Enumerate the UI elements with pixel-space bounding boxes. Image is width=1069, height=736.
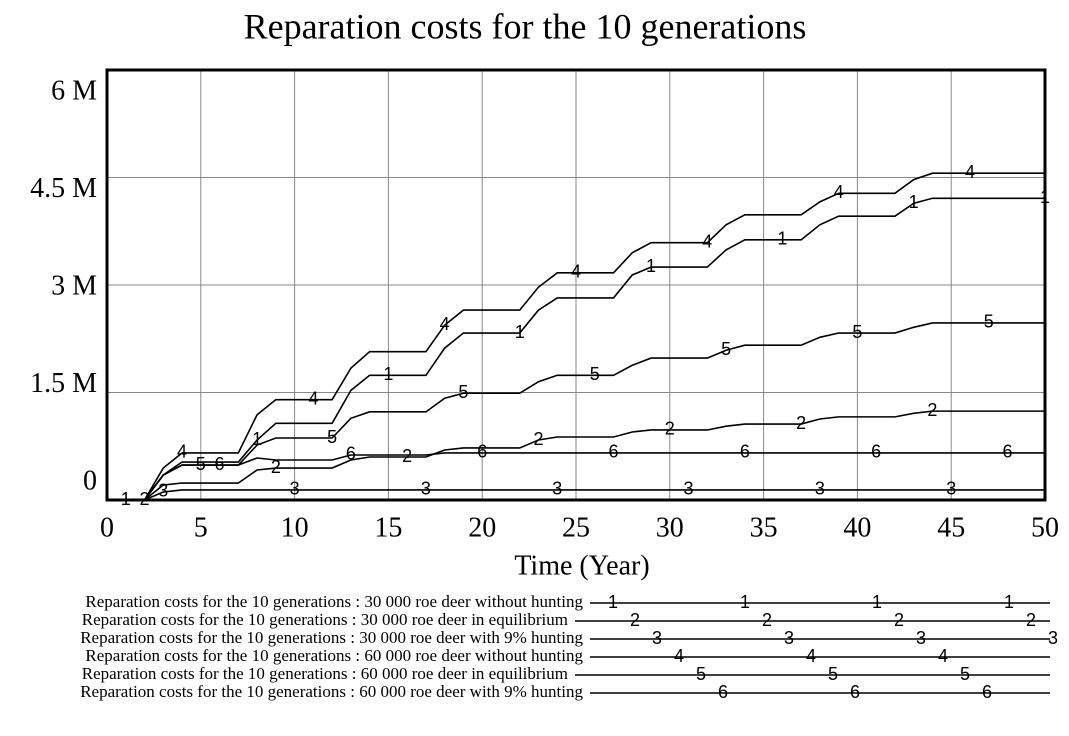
series-marker: 6 <box>477 442 487 462</box>
series-marker: 5 <box>590 364 600 384</box>
series-marker: 2 <box>927 400 937 420</box>
legend-marker: 6 <box>982 682 992 702</box>
series-marker: 3 <box>946 479 956 499</box>
series-marker: 5 <box>196 454 206 474</box>
x-tick-label: 45 <box>937 512 965 543</box>
legend-marker: 5 <box>696 664 706 684</box>
legend-label: Reparation costs for the 10 generations … <box>82 610 568 629</box>
legend-marker: 1 <box>608 592 618 612</box>
series-marker: 4 <box>440 314 450 334</box>
legend-marker: 5 <box>828 664 838 684</box>
legend-marker: 2 <box>630 610 640 630</box>
legend-marker: 4 <box>674 646 684 666</box>
legend-marker: 3 <box>652 628 662 648</box>
series-marker: 6 <box>1002 442 1012 462</box>
legend-marker: 2 <box>1026 610 1036 630</box>
series-marker: 3 <box>421 479 431 499</box>
x-tick-label: 30 <box>656 512 684 543</box>
legend-label: Reparation costs for the 10 generations … <box>85 592 583 611</box>
series-marker: 4 <box>571 262 581 282</box>
series-marker: 3 <box>290 479 300 499</box>
series-marker: 2 <box>271 457 281 477</box>
legend-marker: 1 <box>1004 592 1014 612</box>
legend-marker: 6 <box>850 682 860 702</box>
x-tick-label: 35 <box>750 512 778 543</box>
legend-marker: 4 <box>806 646 816 666</box>
y-tick-label: 1.5 M <box>30 368 97 399</box>
series-marker: 6 <box>871 442 881 462</box>
series-marker: 5 <box>458 382 468 402</box>
series-marker: 1 <box>909 192 919 212</box>
chart-title: Reparation costs for the 10 generations <box>244 6 807 46</box>
series-line <box>107 197 1045 501</box>
y-tick-label: 4.5 M <box>30 173 97 204</box>
series-marker: 5 <box>327 427 337 447</box>
series-marker: 3 <box>815 479 825 499</box>
series-marker: 6 <box>346 444 356 464</box>
legend-marker: 2 <box>894 610 904 630</box>
plot-border <box>105 68 1047 502</box>
x-tick-label: 5 <box>194 512 208 543</box>
series-marker: 4 <box>965 162 975 182</box>
legend-marker: 3 <box>916 628 926 648</box>
legend-marker: 2 <box>762 610 772 630</box>
series-marker: 6 <box>215 454 225 474</box>
x-axis-label: Time (Year) <box>514 550 649 581</box>
series-marker: 2 <box>533 429 543 449</box>
series-line <box>107 489 1045 501</box>
series-marker: 5 <box>721 339 731 359</box>
series-marker: 5 <box>984 312 994 332</box>
legend-marker: 4 <box>938 646 948 666</box>
series-marker: 4 <box>834 182 844 202</box>
series-marker: 2 <box>665 419 675 439</box>
x-tick-label: 15 <box>374 512 402 543</box>
legend-marker: 5 <box>960 664 970 684</box>
x-tick-label: 10 <box>281 512 309 543</box>
legend-label: Reparation costs for the 10 generations … <box>80 628 583 647</box>
series-marker: 4 <box>308 388 318 408</box>
legend-label: Reparation costs for the 10 generations … <box>82 664 568 683</box>
x-tick-label: 50 <box>1031 512 1059 543</box>
series-marker: 1 <box>383 364 393 384</box>
series-marker: 1 <box>515 322 525 342</box>
legend-marker: 6 <box>718 682 728 702</box>
series-marker: 3 <box>158 481 168 501</box>
series-marker: 4 <box>702 231 712 251</box>
y-tick-label: 3 M <box>51 270 97 301</box>
series-marker: 3 <box>684 479 694 499</box>
x-tick-label: 25 <box>562 512 590 543</box>
x-tick-label: 0 <box>100 512 114 543</box>
series-marker: 1 <box>121 489 131 509</box>
y-tick-label: 6 M <box>51 75 97 106</box>
series-line <box>107 172 1045 501</box>
legend-label: Reparation costs for the 10 generations … <box>80 682 583 701</box>
legend-marker: 3 <box>784 628 794 648</box>
series-marker: 1 <box>252 429 262 449</box>
series-line <box>107 452 1045 501</box>
series-marker: 5 <box>852 322 862 342</box>
series-line <box>107 322 1045 501</box>
series-marker: 3 <box>552 479 562 499</box>
series-line <box>107 410 1045 501</box>
series-marker: 1 <box>646 256 656 276</box>
series-marker: 6 <box>609 442 619 462</box>
x-tick-label: 40 <box>843 512 871 543</box>
legend-marker: 1 <box>872 592 882 612</box>
series-marker: 1 <box>1040 187 1050 207</box>
series-marker: 6 <box>740 442 750 462</box>
legend-label: Reparation costs for the 10 generations … <box>85 646 583 665</box>
series-marker: 1 <box>777 229 787 249</box>
series-marker: 2 <box>796 413 806 433</box>
legend-marker: 1 <box>740 592 750 612</box>
x-tick-label: 20 <box>468 512 496 543</box>
y-tick-label: 0 <box>83 465 97 496</box>
legend-marker: 3 <box>1048 628 1058 648</box>
series-marker: 4 <box>177 442 187 462</box>
